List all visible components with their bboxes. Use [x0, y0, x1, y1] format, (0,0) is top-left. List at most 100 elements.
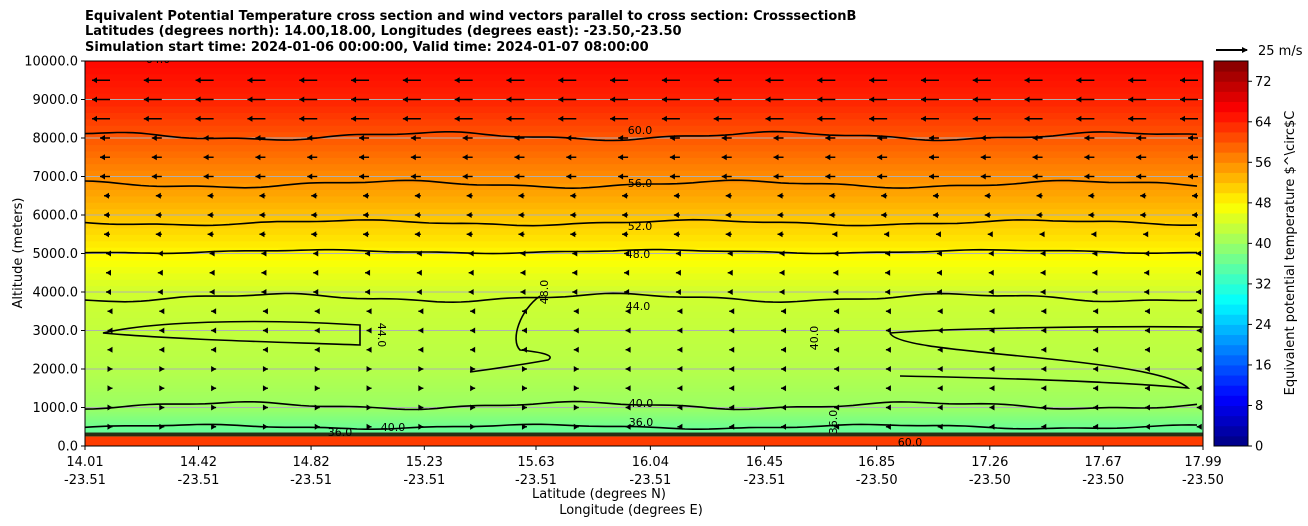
contour-line-56 — [85, 179, 1198, 190]
wind-vector-head — [261, 269, 267, 276]
contour-line-48-bulge — [469, 295, 551, 373]
wind-vector-head — [1180, 77, 1185, 84]
wind-vector-head — [299, 77, 305, 84]
wind-vector-head — [625, 404, 631, 411]
theta-e-band — [85, 394, 1203, 399]
wind-vector-head — [359, 135, 365, 141]
colorbar-segment — [1214, 273, 1248, 285]
wind-vector-head — [727, 289, 733, 295]
wind-vector-head — [572, 289, 578, 295]
wind-vector-head — [729, 423, 735, 430]
wind-vector-head — [1093, 423, 1099, 430]
theta-e-band — [85, 311, 1203, 319]
x-tick-label-latitude: 15.63 — [517, 455, 554, 470]
wind-vector-head — [1136, 154, 1142, 161]
wind-vector-head — [1093, 404, 1099, 411]
wind-vector-head — [311, 212, 317, 218]
theta-e-band — [85, 404, 1203, 409]
wind-vector-head — [1136, 173, 1142, 180]
wind-vector-head — [209, 269, 215, 276]
y-tick-label: 8000.0 — [33, 132, 79, 147]
wind-vector-head — [573, 327, 579, 334]
wind-vector-head — [829, 192, 835, 199]
wind-vector-head — [514, 154, 520, 161]
wind-vector-head — [1041, 327, 1047, 334]
wind-vector-head — [566, 135, 572, 141]
wind-vector-head — [203, 135, 209, 141]
wind-vector-head — [311, 192, 317, 199]
wind-vector-head — [777, 192, 783, 199]
theta-e-band — [85, 362, 1203, 370]
theta-e-band — [85, 221, 1203, 229]
theta-e-band — [85, 163, 1203, 171]
theta-e-band — [85, 195, 1203, 203]
wind-vector-head — [518, 192, 524, 199]
wind-vector-head — [211, 308, 217, 315]
wind-vector-head — [937, 308, 943, 315]
colorbar-segment — [1214, 314, 1248, 325]
colorbar-segment — [1214, 81, 1248, 92]
wind-vector-head — [262, 327, 268, 334]
wind-vector-head — [1196, 404, 1202, 411]
wind-vector-head — [414, 192, 420, 199]
wind-vector-head — [159, 346, 165, 353]
wind-vector-head — [1040, 289, 1046, 295]
wind-vector-head — [622, 192, 628, 199]
wind-vector-head — [1036, 192, 1042, 199]
wind-vector-head — [1032, 135, 1038, 141]
colorbar-segment — [1214, 192, 1248, 204]
wind-vector-head — [159, 385, 165, 392]
wind-vector-head — [363, 231, 369, 238]
wind-vector-head — [869, 96, 875, 103]
wind-vector-head — [765, 77, 771, 84]
wind-vector-head — [366, 366, 372, 372]
theta-e-band — [85, 247, 1203, 255]
x-tick-label-latitude: 14.82 — [292, 455, 329, 470]
y-axis-label: Altitude (meters) — [11, 198, 26, 309]
wind-vector-head — [351, 96, 357, 103]
colorbar-segment — [1214, 71, 1248, 82]
wind-vector-head — [418, 346, 424, 353]
theta-e-band — [85, 417, 1203, 420]
wind-vector-head — [107, 308, 113, 315]
contour-label: 36.0 — [827, 410, 840, 435]
wind-vector-head — [307, 154, 313, 161]
wind-vector-head — [673, 231, 679, 238]
contour-label: 36.0 — [629, 416, 654, 429]
wind-vector-head — [1040, 269, 1046, 276]
wind-vector-head — [881, 192, 887, 199]
theta-e-band — [85, 378, 1203, 383]
wind-vector-head — [989, 404, 995, 411]
x-tick-label-latitude: 17.99 — [1184, 455, 1221, 470]
theta-e-band — [85, 401, 1203, 405]
wind-vector-head — [1144, 423, 1150, 430]
colorbar-label: Equivalent potential temperature $^\circ… — [1283, 111, 1298, 396]
x-tick-label-longitude: -23.50 — [856, 473, 898, 488]
theta-e-band — [85, 157, 1203, 165]
wind-vector-head — [1041, 423, 1047, 430]
wind-vector-head — [470, 346, 476, 353]
theta-e-band — [85, 422, 1203, 426]
wind-vector-head — [1144, 404, 1150, 411]
wind-vector-head — [661, 96, 667, 103]
wind-vector-head — [779, 289, 785, 295]
wind-vector-head — [936, 269, 942, 276]
x-tick-label-latitude: 15.23 — [406, 455, 443, 470]
theta-e-band — [85, 202, 1203, 210]
chart-title-line-3: Simulation start time: 2024-01-06 00:00:… — [85, 40, 649, 55]
wind-vector-head — [673, 212, 679, 218]
wind-vector-head — [972, 115, 978, 122]
wind-vector-head — [418, 308, 424, 315]
wind-vector-head — [937, 385, 943, 392]
theta-e-band — [85, 240, 1203, 248]
wind-vector-head — [1136, 135, 1142, 141]
wind-vector-head — [106, 250, 111, 257]
theta-e-band — [85, 428, 1203, 432]
wind-vector-head — [211, 423, 217, 430]
theta-e-band — [85, 343, 1203, 351]
wind-vector-head — [781, 327, 787, 334]
wind-vector-head — [262, 308, 268, 315]
wind-vector-head — [1143, 231, 1149, 238]
wind-vector-head — [936, 250, 942, 257]
wind-vector-head — [989, 346, 995, 353]
